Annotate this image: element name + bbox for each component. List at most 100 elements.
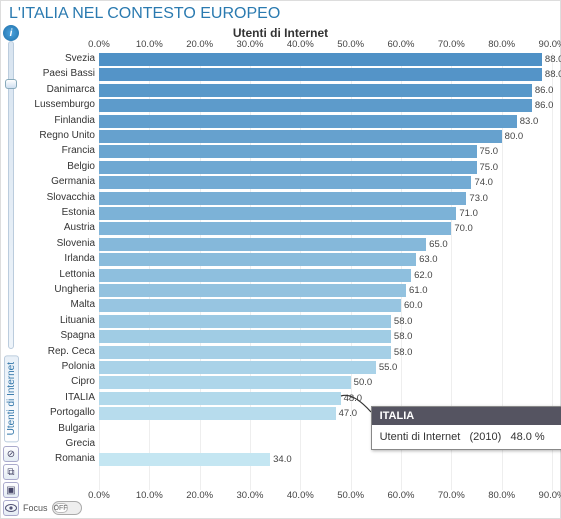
bar[interactable] xyxy=(99,222,451,235)
eye-icon[interactable] xyxy=(3,500,19,516)
x-tick: 30.0% xyxy=(237,39,264,50)
bar-value: 75.0 xyxy=(480,162,499,173)
tooltip: ITALIA Utenti di Internet (2010) 48.0 % xyxy=(371,406,561,450)
crop-icon[interactable]: ⧉ xyxy=(3,464,19,480)
bar-value: 34.0 xyxy=(273,454,292,465)
country-label: Slovenia xyxy=(21,239,95,249)
bar[interactable] xyxy=(99,238,426,251)
bar[interactable] xyxy=(99,299,401,312)
bar[interactable] xyxy=(99,407,336,420)
x-tick: 70.0% xyxy=(438,490,465,501)
bar-value: 80.0 xyxy=(505,131,524,142)
country-label: Austria xyxy=(21,223,95,233)
country-label: Francia xyxy=(21,146,95,156)
x-tick: 90.0% xyxy=(539,39,561,50)
bar-value: 62.0 xyxy=(414,270,433,281)
bar-value: 83.0 xyxy=(520,116,539,127)
bar-value: 58.0 xyxy=(394,347,413,358)
bar[interactable] xyxy=(99,376,351,389)
bar[interactable] xyxy=(99,115,517,128)
country-label: Svezia xyxy=(21,54,95,64)
side-toolbar: Utenti di Internet ⊘ ⧉ ▣ xyxy=(1,39,21,518)
x-tick: 40.0% xyxy=(287,39,314,50)
country-label: Lettonia xyxy=(21,270,95,280)
x-tick: 90.0% xyxy=(539,490,561,501)
bar[interactable] xyxy=(99,392,341,405)
bar-value: 50.0 xyxy=(354,377,373,388)
axis-selector[interactable]: Utenti di Internet xyxy=(4,355,19,442)
tooltip-year: (2010) xyxy=(469,431,501,443)
x-tick: 60.0% xyxy=(388,39,415,50)
x-tick: 20.0% xyxy=(186,490,213,501)
bar-value: 55.0 xyxy=(379,362,398,373)
bar[interactable] xyxy=(99,346,391,359)
x-tick: 30.0% xyxy=(237,490,264,501)
country-label: Portogallo xyxy=(21,408,95,418)
country-label: Spagna xyxy=(21,331,95,341)
bar[interactable] xyxy=(99,330,391,343)
x-tick: 10.0% xyxy=(136,490,163,501)
focus-control: Focus OFF xyxy=(3,500,82,516)
bar[interactable] xyxy=(99,315,391,328)
country-label: Lussemburgo xyxy=(21,100,95,110)
bar-value: 61.0 xyxy=(409,285,428,296)
bar[interactable] xyxy=(99,145,477,158)
country-label: Grecia xyxy=(21,439,95,449)
focus-label: Focus xyxy=(23,503,48,513)
toggle-knob: OFF xyxy=(54,503,68,513)
link-icon[interactable]: ⊘ xyxy=(3,446,19,462)
country-label: Estonia xyxy=(21,208,95,218)
bar[interactable] xyxy=(99,207,456,220)
bar-value: 88.0 xyxy=(545,69,561,80)
country-label: Slovacchia xyxy=(21,193,95,203)
bar[interactable] xyxy=(99,161,477,174)
country-label: Ungheria xyxy=(21,285,95,295)
bar-value: 86.0 xyxy=(535,100,554,111)
x-tick: 0.0% xyxy=(88,39,110,50)
country-label: Irlanda xyxy=(21,254,95,264)
x-tick: 80.0% xyxy=(488,39,515,50)
chart-widget: L'ITALIA NEL CONTESTO EUROPEO Utenti di … xyxy=(0,0,561,519)
bar[interactable] xyxy=(99,284,406,297)
chart-subtitle: Utenti di Internet xyxy=(1,26,560,40)
bar[interactable] xyxy=(99,453,270,466)
bar[interactable] xyxy=(99,99,532,112)
x-tick: 50.0% xyxy=(337,39,364,50)
bar[interactable] xyxy=(99,253,416,266)
bar[interactable] xyxy=(99,53,542,66)
bar[interactable] xyxy=(99,68,542,81)
bar-value: 63.0 xyxy=(419,254,438,265)
bar-value: 86.0 xyxy=(535,85,554,96)
country-label: ITALIA xyxy=(21,393,95,403)
bar[interactable] xyxy=(99,176,471,189)
bar-value: 88.0 xyxy=(545,54,561,65)
bar-value: 74.0 xyxy=(474,177,493,188)
bar-value: 73.0 xyxy=(469,193,488,204)
chart-body: Utenti di Internet ⊘ ⧉ ▣ 0.0% 10.0% 20.0% 3… xyxy=(1,39,560,518)
country-label: Finlandia xyxy=(21,116,95,126)
x-axis-top: 0.0%10.0%20.0%30.0%40.0%50.0%60.0%70.0%8… xyxy=(99,39,552,53)
country-label: Paesi Bassi xyxy=(21,69,95,79)
bar[interactable] xyxy=(99,84,532,97)
chart-area: 0.0% 10.0% 20.0% 30.0% 40.0% 50.0% 60.0% 70.0% 8… xyxy=(21,39,560,518)
bar-value: 70.0 xyxy=(454,223,473,234)
x-axis-bottom: 0.0%10.0%20.0%30.0%40.0%50.0%60.0%70.0%8… xyxy=(99,490,552,504)
bar[interactable] xyxy=(99,269,411,282)
country-label: Cipro xyxy=(21,377,95,387)
x-tick: 80.0% xyxy=(488,490,515,501)
x-tick: 40.0% xyxy=(287,490,314,501)
bar-value: 58.0 xyxy=(394,316,413,327)
x-tick: 10.0% xyxy=(136,39,163,50)
x-tick: 60.0% xyxy=(388,490,415,501)
camera-icon[interactable]: ▣ xyxy=(3,482,19,498)
tooltip-value: 48.0 % xyxy=(510,431,544,443)
bar[interactable] xyxy=(99,192,466,205)
bar-value: 58.0 xyxy=(394,331,413,342)
slider-knob[interactable] xyxy=(5,79,17,89)
bar[interactable] xyxy=(99,361,376,374)
country-label: Regno Unito xyxy=(21,131,95,141)
country-label: Belgio xyxy=(21,162,95,172)
focus-toggle[interactable]: OFF xyxy=(52,501,82,515)
bar[interactable] xyxy=(99,130,502,143)
vertical-slider[interactable] xyxy=(8,41,14,349)
